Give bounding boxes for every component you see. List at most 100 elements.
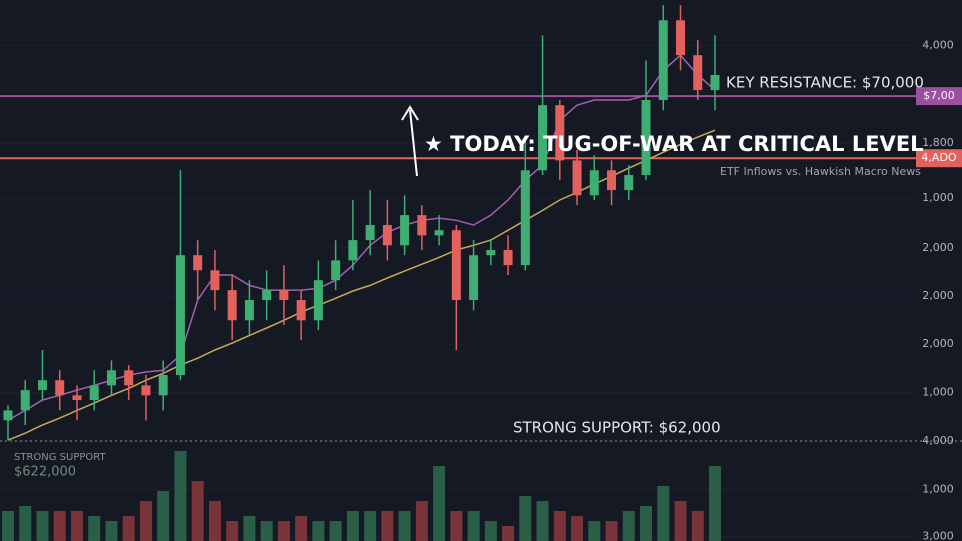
- candle-body: [607, 170, 617, 191]
- candle-body: [279, 290, 289, 301]
- level-tag: [916, 87, 962, 106]
- candle-body: [434, 230, 444, 236]
- volume-bar: [157, 491, 170, 541]
- volume-bar: [295, 516, 308, 541]
- volume-bar: [243, 516, 256, 541]
- y-tick-label: 2,000: [922, 289, 954, 302]
- y-tick-label: 3,000: [922, 530, 954, 541]
- y-axis: 4,000 1,800 1,000 2,000 2,000 2,000 1,000 4,000…: [922, 38, 954, 541]
- volume-bar: [346, 511, 359, 541]
- arrow-shaft: [409, 109, 418, 177]
- volume-bar: [122, 516, 135, 541]
- volume-bar: [657, 486, 670, 541]
- today-annotation: ★ TODAY: TUG-OF-WAR AT CRITICAL LEVEL: [424, 132, 924, 156]
- candle-body: [400, 215, 410, 246]
- volume-bar: [622, 511, 635, 541]
- y-tick-label: 4,000: [922, 434, 954, 447]
- candle-body: [89, 385, 99, 401]
- y-tick-label: 1,000: [922, 191, 954, 204]
- volume-bar: [588, 521, 601, 541]
- volume-bar: [467, 511, 480, 541]
- subtitle: ETF Inflows vs. Hawkish Macro News: [720, 165, 921, 178]
- support-small-price: $622,000: [14, 465, 76, 480]
- candle-body: [141, 385, 151, 396]
- candle-body: [710, 75, 720, 91]
- resistance-annotation: KEY RESISTANCE: $70,000: [726, 74, 924, 92]
- candle-body: [676, 20, 686, 56]
- support-annotation: STRONG SUPPORT: $62,000: [513, 419, 721, 437]
- level-tag-label: 4,ADO: [921, 151, 956, 164]
- candle-body: [486, 250, 496, 256]
- volume-bar: [709, 466, 721, 541]
- candle-body: [106, 370, 116, 386]
- volume-bar: [415, 501, 428, 541]
- volume-bar: [674, 501, 687, 541]
- volume: [2, 451, 721, 541]
- candle-body: [417, 215, 427, 236]
- volume-bar: [691, 511, 704, 541]
- volume-bar: [398, 511, 411, 541]
- volume-bar: [605, 521, 618, 541]
- candle-body: [503, 250, 513, 266]
- volume-bar: [640, 506, 653, 541]
- volume-bar: [19, 506, 32, 541]
- level-tag-label: $7,00: [923, 89, 955, 102]
- candle-body: [693, 55, 703, 91]
- candle-body: [572, 160, 582, 196]
- volume-bar: [433, 466, 446, 541]
- candle-body: [175, 255, 185, 376]
- levels: $7,00 4,ADO: [0, 87, 962, 442]
- volume-bar: [277, 521, 290, 541]
- y-tick-label: 1,800: [922, 136, 954, 149]
- volume-bar: [450, 511, 463, 541]
- candle-body: [469, 255, 479, 301]
- candle-body: [313, 280, 323, 321]
- candle-body: [451, 230, 461, 301]
- candle-body: [589, 170, 599, 196]
- volume-bar: [2, 511, 14, 541]
- volume-bar: [536, 501, 549, 541]
- candle-body: [331, 260, 341, 281]
- volume-bar: [502, 526, 515, 541]
- volume-bar: [208, 501, 221, 541]
- candle-body: [72, 395, 82, 401]
- candle-body: [124, 370, 134, 386]
- y-tick-label: 2,000: [922, 337, 954, 350]
- volume-bar: [88, 516, 101, 541]
- volume-bar: [329, 521, 342, 541]
- candle-body: [158, 375, 168, 396]
- candle-body: [365, 225, 375, 241]
- support-small: STRONG SUPPORT: [14, 452, 107, 463]
- candle-body: [193, 255, 203, 271]
- volume-bar: [519, 496, 532, 541]
- candle-body: [55, 380, 65, 396]
- volume-bar: [484, 521, 497, 541]
- candle-body: [3, 410, 13, 421]
- volume-bar: [381, 511, 394, 541]
- candle-body: [555, 105, 565, 161]
- candle-body: [262, 290, 272, 301]
- volume-bar: [191, 481, 204, 541]
- candle-body: [20, 390, 30, 411]
- volume-bar: [53, 511, 66, 541]
- volume-bar: [226, 521, 239, 541]
- volume-bar: [553, 511, 566, 541]
- volume-bar: [105, 521, 118, 541]
- volume-bar: [260, 521, 273, 541]
- candle-body: [538, 105, 548, 171]
- candle-body: [227, 290, 237, 321]
- y-tick-label: 4,000: [922, 38, 954, 51]
- candle-body: [520, 170, 530, 266]
- candle-body: [37, 380, 47, 391]
- y-tick-label: 1,000: [922, 483, 954, 496]
- volume-bar: [312, 521, 325, 541]
- volume-bar: [70, 511, 83, 541]
- candle-body: [210, 270, 220, 291]
- candle-body: [658, 20, 668, 101]
- candle-body: [624, 175, 634, 191]
- candles: [3, 5, 720, 441]
- arrow-head: [401, 105, 419, 121]
